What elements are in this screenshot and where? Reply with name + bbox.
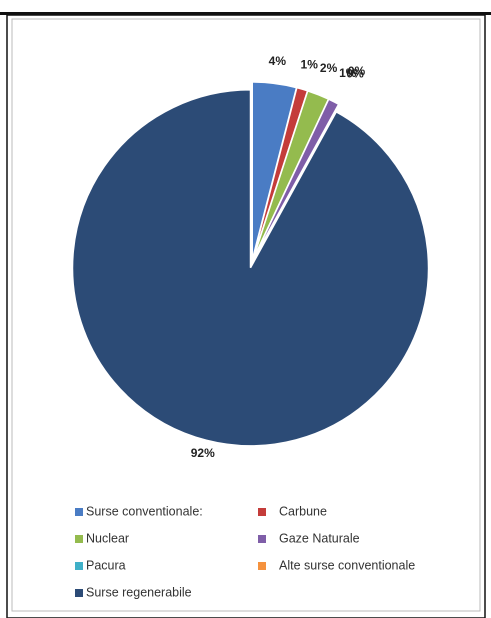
legend: Surse conventionale: Carbune Nuclear Gaze N…: [75, 504, 415, 599]
data-label: 1%: [339, 66, 357, 80]
top-rule: [0, 12, 491, 15]
data-label: 0%: [348, 64, 366, 78]
data-label: 4%: [269, 54, 287, 68]
pie: 4% 1% 2% 1%0%0%92%: [71, 54, 430, 460]
pie-slice: [252, 98, 340, 261]
legend-label: Alte surse conventionale: [279, 558, 415, 572]
legend-swatch: [75, 562, 83, 570]
legend-swatch: [258, 562, 266, 570]
data-label: 1%: [301, 57, 319, 71]
legend-label: Gaze Naturale: [279, 531, 360, 545]
legend-label: Nuclear: [86, 531, 129, 545]
legend-label: Pacura: [86, 558, 126, 572]
legend-swatch: [75, 535, 83, 543]
pie-slice: [71, 89, 430, 447]
legend-swatch: [258, 508, 266, 516]
frame: [6, 14, 486, 618]
legend-swatch: [75, 508, 83, 516]
legend-label: Surse conventionale:: [86, 504, 203, 518]
legend-label: Carbune: [279, 504, 327, 518]
legend-label: Surse regenerabile: [86, 585, 192, 599]
data-label: 0%: [346, 67, 364, 81]
data-label: 2%: [320, 61, 338, 75]
legend-swatch: [75, 589, 83, 597]
legend-swatch: [258, 535, 266, 543]
data-label: 92%: [191, 446, 215, 460]
